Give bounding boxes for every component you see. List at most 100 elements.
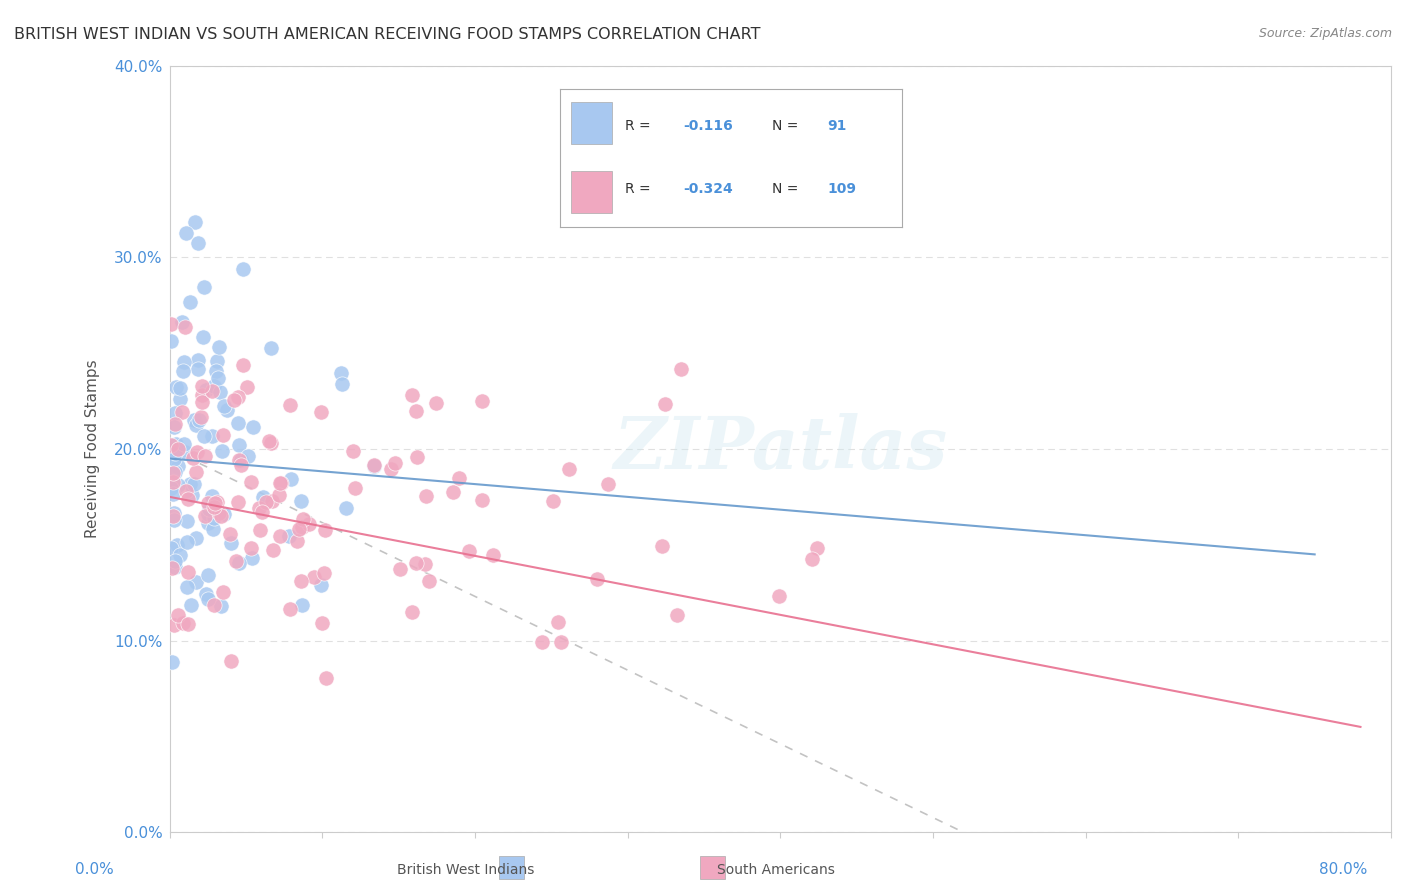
Point bbox=[187, 413, 209, 427]
Point bbox=[205, 354, 228, 368]
Point bbox=[413, 557, 436, 571]
Point bbox=[201, 522, 224, 536]
Text: BRITISH WEST INDIAN VS SOUTH AMERICAN RECEIVING FOOD STAMPS CORRELATION CHART: BRITISH WEST INDIAN VS SOUTH AMERICAN RE… bbox=[14, 27, 761, 42]
Point bbox=[160, 541, 183, 556]
Point bbox=[291, 520, 314, 534]
Point bbox=[651, 539, 673, 553]
Point bbox=[269, 529, 291, 543]
Point bbox=[405, 404, 427, 418]
Point bbox=[176, 514, 198, 528]
Point bbox=[212, 428, 235, 442]
Point bbox=[190, 395, 212, 409]
Point bbox=[363, 458, 385, 472]
Point bbox=[202, 379, 225, 393]
Point bbox=[214, 507, 236, 521]
Point bbox=[184, 531, 207, 545]
Point bbox=[363, 458, 385, 473]
Point bbox=[209, 509, 232, 524]
Point bbox=[342, 444, 364, 458]
Point bbox=[183, 450, 205, 465]
Point bbox=[249, 523, 271, 537]
Point bbox=[547, 615, 569, 629]
Point bbox=[163, 554, 186, 568]
Point bbox=[250, 505, 273, 519]
Point bbox=[226, 495, 249, 509]
Point bbox=[389, 562, 412, 576]
Point bbox=[165, 437, 187, 451]
Point bbox=[290, 574, 312, 588]
Point bbox=[458, 543, 481, 558]
Point bbox=[598, 476, 620, 491]
Point bbox=[226, 416, 249, 430]
Point bbox=[207, 506, 229, 520]
Point bbox=[335, 500, 357, 515]
Point bbox=[162, 467, 184, 481]
Point bbox=[228, 556, 250, 570]
Point bbox=[184, 215, 207, 229]
Point bbox=[162, 486, 184, 500]
Point bbox=[173, 354, 195, 368]
Point bbox=[179, 477, 201, 491]
Point bbox=[224, 392, 246, 407]
Point bbox=[343, 481, 366, 495]
Point bbox=[380, 462, 402, 476]
Point bbox=[441, 485, 464, 500]
Point bbox=[176, 492, 198, 507]
Point bbox=[291, 599, 314, 613]
Point bbox=[228, 453, 250, 467]
Text: ZIPatlas: ZIPatlas bbox=[613, 414, 948, 484]
Point bbox=[187, 352, 209, 367]
Point bbox=[312, 566, 335, 580]
Point bbox=[163, 506, 186, 520]
Point bbox=[201, 428, 224, 442]
Point bbox=[186, 445, 208, 459]
Text: Source: ZipAtlas.com: Source: ZipAtlas.com bbox=[1258, 27, 1392, 40]
Point bbox=[194, 384, 217, 398]
Point bbox=[225, 554, 247, 568]
Point bbox=[165, 379, 187, 393]
Point bbox=[183, 476, 205, 491]
Point bbox=[187, 236, 209, 251]
Point bbox=[311, 616, 333, 631]
Point bbox=[280, 472, 302, 486]
Point bbox=[176, 565, 198, 579]
Point bbox=[169, 392, 191, 407]
Point bbox=[180, 487, 202, 501]
Point bbox=[201, 489, 224, 503]
Point bbox=[292, 512, 315, 526]
Point bbox=[165, 559, 187, 574]
Point bbox=[191, 379, 214, 393]
Point bbox=[232, 359, 254, 373]
Point bbox=[236, 380, 259, 394]
Point bbox=[160, 317, 183, 331]
Point bbox=[285, 533, 308, 548]
Point bbox=[184, 417, 207, 432]
Point bbox=[193, 449, 215, 463]
Point bbox=[219, 536, 242, 550]
Point bbox=[415, 489, 437, 503]
Point bbox=[176, 580, 198, 594]
Point bbox=[163, 513, 186, 527]
Point bbox=[180, 599, 202, 613]
Point bbox=[172, 405, 194, 419]
Point bbox=[160, 561, 183, 575]
Point bbox=[254, 495, 277, 509]
Point bbox=[288, 523, 311, 537]
Point bbox=[207, 371, 229, 385]
Point bbox=[197, 516, 219, 530]
Point bbox=[425, 396, 447, 410]
Point bbox=[280, 602, 302, 616]
Point bbox=[482, 548, 505, 562]
Point bbox=[315, 671, 337, 685]
Point bbox=[204, 496, 226, 510]
Point bbox=[165, 417, 187, 431]
Point bbox=[277, 528, 299, 542]
Point bbox=[172, 315, 194, 329]
Point bbox=[209, 599, 232, 613]
Point bbox=[183, 413, 205, 427]
Point bbox=[311, 577, 333, 591]
Point bbox=[586, 573, 609, 587]
Point bbox=[160, 482, 183, 496]
Point bbox=[165, 446, 187, 460]
Point bbox=[401, 387, 423, 401]
